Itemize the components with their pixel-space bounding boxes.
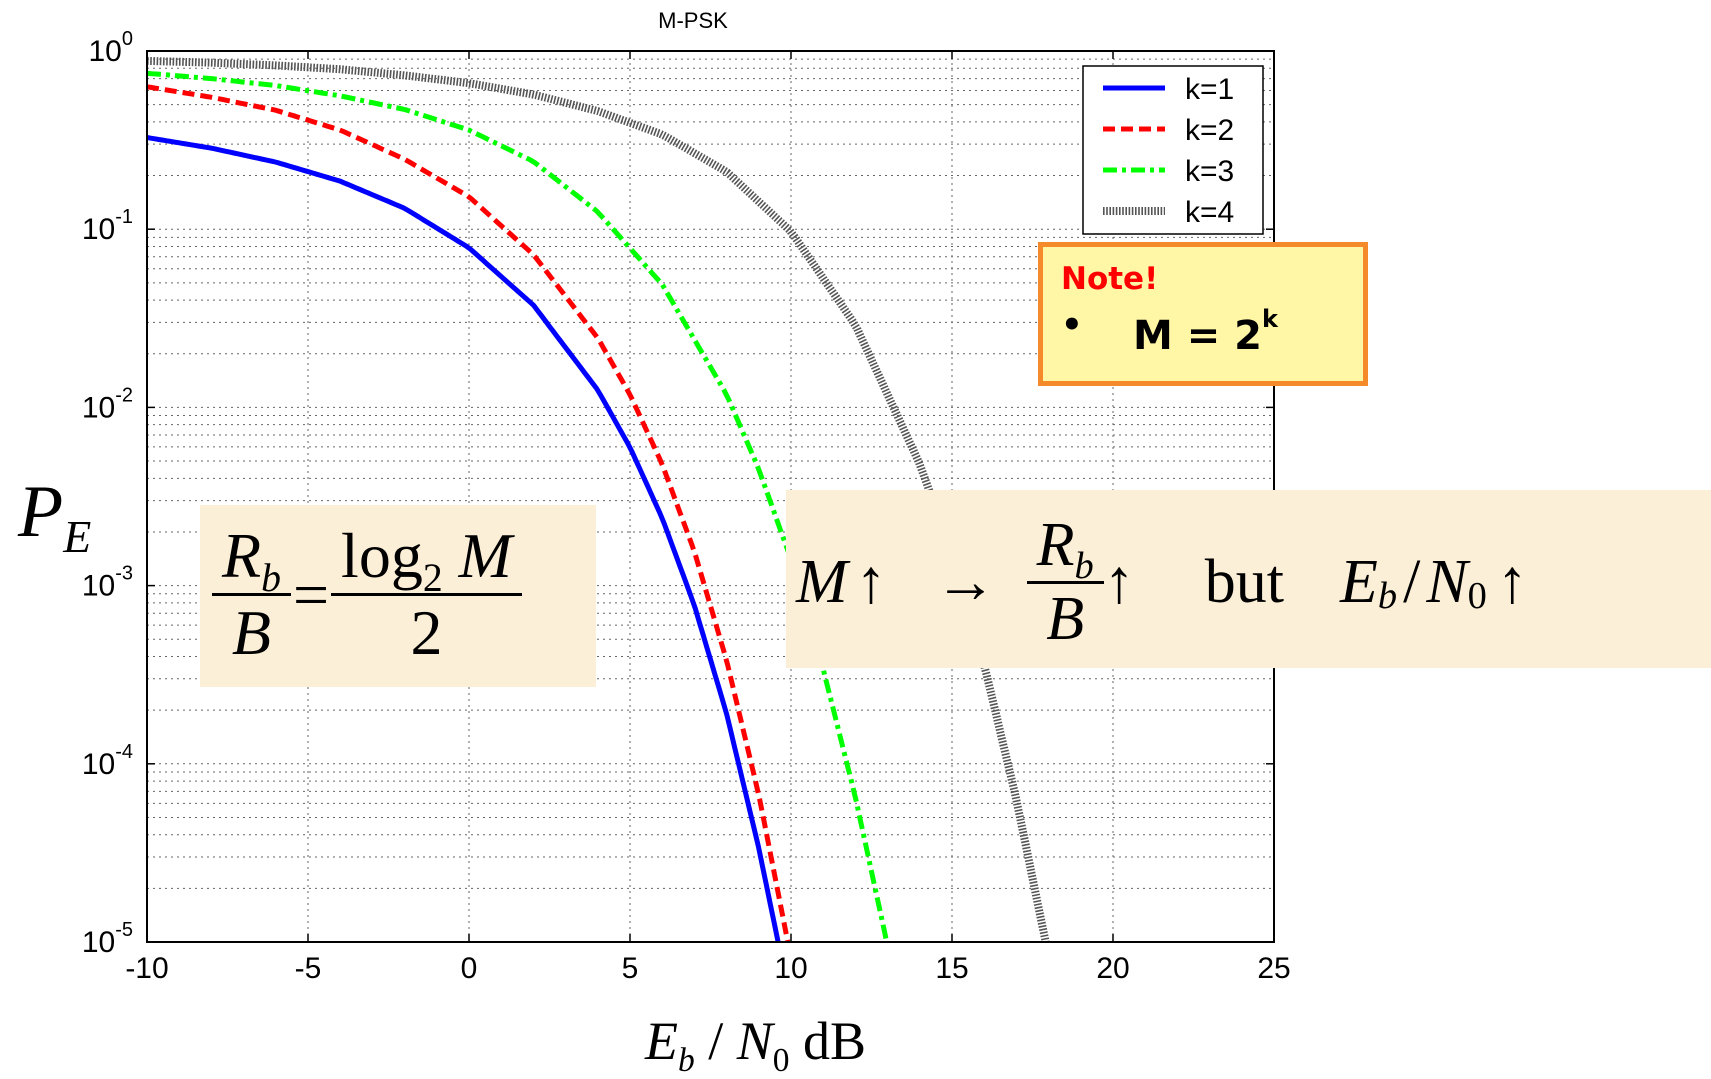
chart-title: M-PSK	[658, 8, 728, 33]
note-bullet: •	[1061, 305, 1083, 345]
ticks: -10 -5 0 5 10 15 20 25 100 10-1 10-2 10-3 10-4 10-5	[82, 28, 1291, 985]
bandwidth-efficiency-equation: Rb B = log2 M 2	[212, 519, 522, 670]
note-title: Note!	[1061, 261, 1159, 297]
x-axis-label: Eb / N0 dB	[644, 1011, 867, 1079]
note-box: Note! • M = 2k	[1038, 242, 1368, 386]
x-tick-label: -5	[295, 952, 322, 985]
legend-label-k3: k=3	[1185, 155, 1234, 188]
y-tick-label: 10-1	[82, 206, 133, 246]
legend-label-k2: k=2	[1185, 114, 1234, 147]
x-tick-label: 20	[1096, 952, 1129, 985]
x-tick-label: 5	[622, 952, 639, 985]
y-tick-label: 10-4	[82, 741, 133, 781]
y-tick-label: 10-5	[82, 919, 133, 959]
note-formula: M = 2k	[1133, 305, 1278, 359]
x-tick-label: 10	[774, 952, 807, 985]
series-line-k4	[147, 56, 1050, 942]
bandwidth-efficiency-box: Rb B = log2 M 2	[200, 505, 596, 687]
legend-label-k4: k=4	[1185, 196, 1234, 229]
y-tick-label: 10-2	[82, 384, 133, 424]
x-tick-label: 15	[935, 952, 968, 985]
x-tick-label: 25	[1257, 952, 1290, 985]
x-tick-label: -10	[125, 952, 168, 985]
series-line-k3	[147, 70, 890, 942]
tradeoff-fraction: Rb B	[1026, 510, 1104, 655]
series-line-k2	[147, 84, 791, 942]
series-line-k1	[147, 135, 781, 942]
legend-label-k1: k=1	[1185, 73, 1234, 106]
legend-box	[1082, 65, 1264, 235]
log-fraction: log2 M 2	[331, 519, 522, 670]
y-tick-label: 10-3	[82, 563, 133, 603]
legend: k=1 k=2 k=3 k=4	[1082, 65, 1264, 235]
y-tick-label: 100	[89, 28, 134, 68]
series-group	[147, 56, 1050, 942]
y-axis-label: PE	[18, 471, 92, 563]
x-tick-label: 0	[461, 952, 478, 985]
rb-over-b-fraction: Rb B	[212, 519, 291, 670]
